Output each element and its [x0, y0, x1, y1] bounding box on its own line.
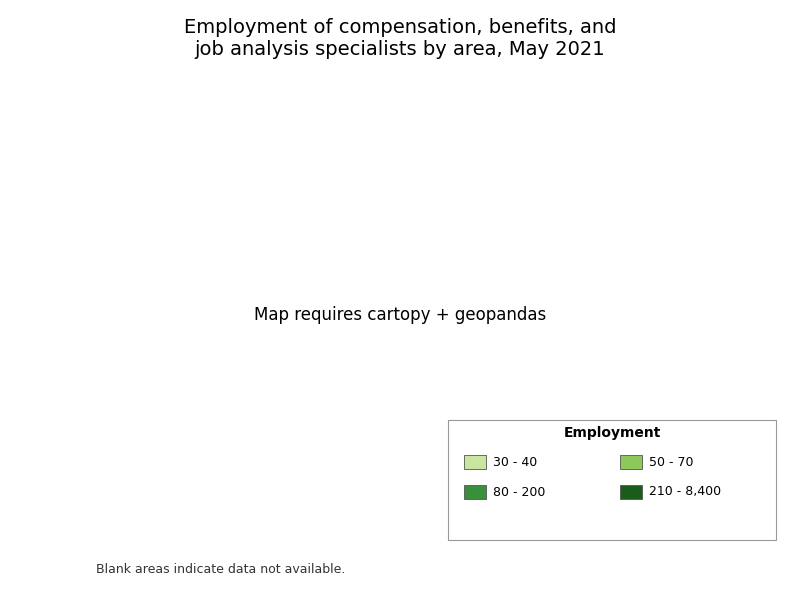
Text: 50 - 70: 50 - 70: [649, 455, 694, 469]
Text: Employment of compensation, benefits, and
job analysis specialists by area, May : Employment of compensation, benefits, an…: [184, 18, 616, 59]
Text: 80 - 200: 80 - 200: [493, 485, 545, 499]
Text: Employment: Employment: [563, 426, 661, 440]
Text: 210 - 8,400: 210 - 8,400: [649, 485, 721, 499]
Text: 30 - 40: 30 - 40: [493, 455, 537, 469]
Text: Map requires cartopy + geopandas: Map requires cartopy + geopandas: [254, 306, 546, 324]
Text: Blank areas indicate data not available.: Blank areas indicate data not available.: [96, 563, 346, 576]
